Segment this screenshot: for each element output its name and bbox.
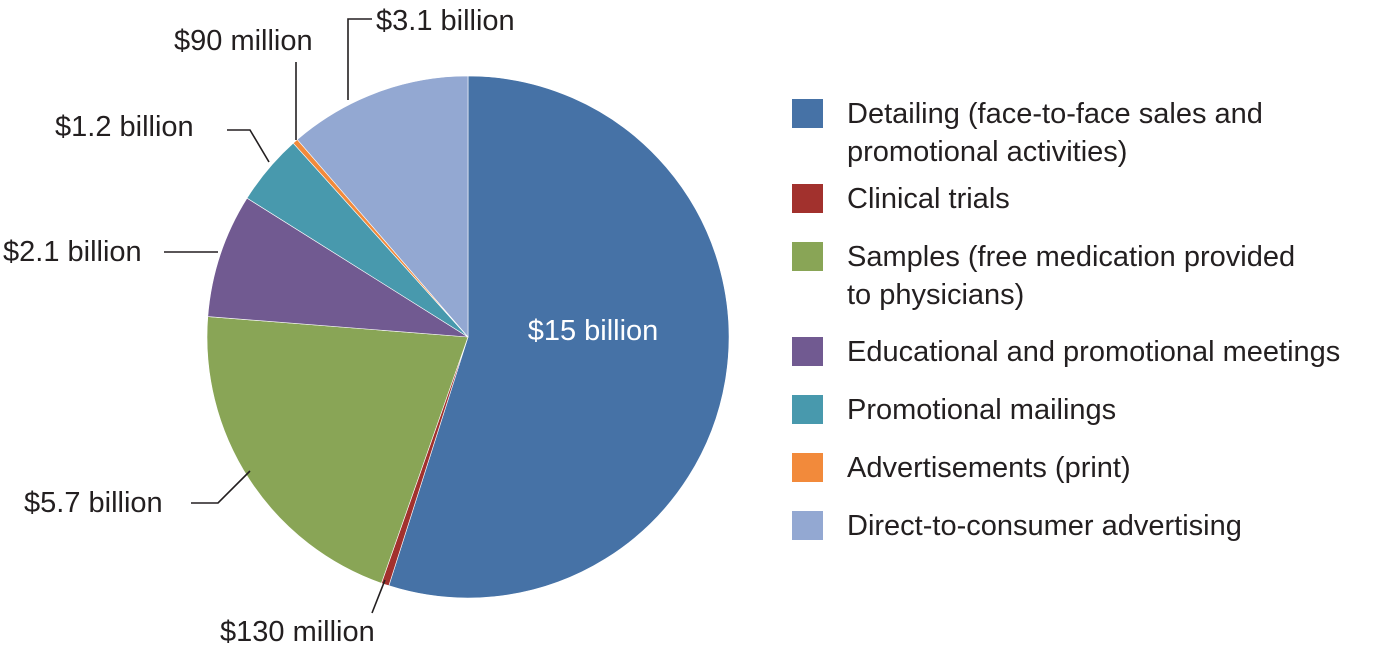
- pie-slice-2: [206, 316, 469, 584]
- leader-line-clinical-trials: [371, 579, 386, 614]
- legend-item-promotional-mailings: Promotional mailings: [792, 391, 1116, 429]
- legend-swatch: [792, 184, 823, 213]
- legend-label: Direct-to-consumer advertising: [847, 510, 1242, 542]
- legend-item-advertisements: Advertisements (print): [792, 449, 1131, 487]
- legend-label: Educational and promotional meetings: [847, 336, 1341, 368]
- pie-slice-3: [207, 197, 469, 338]
- legend-item-educational-meetings: Educational and promotional meetings: [792, 333, 1340, 371]
- callout-advertisements: $90 million: [174, 25, 313, 57]
- pie-slices: [206, 75, 730, 599]
- legend-swatch: [792, 453, 823, 482]
- callout-promotional-mailings: $1.2 billion: [55, 111, 194, 143]
- callout-direct-to-consumer: $3.1 billion: [376, 5, 515, 37]
- pie-slice-6: [296, 75, 469, 338]
- legend-label: Detailing (face-to-face sales and promot…: [847, 98, 1263, 168]
- legend-label: Samples (free medication provided to phy…: [847, 241, 1296, 311]
- legend-swatch: [792, 395, 823, 424]
- legend-label: Promotional mailings: [847, 394, 1117, 426]
- pie-slice-0: [388, 75, 730, 599]
- legend-item-clinical-trials: Clinical trials: [792, 180, 1010, 218]
- legend-item-direct-to-consumer: Direct-to-consumer advertising: [792, 507, 1242, 545]
- legend-swatch: [792, 99, 823, 128]
- legend-label: Advertisements (print): [847, 452, 1131, 484]
- legend-item-detailing: Detailing (face-to-face sales and promot…: [792, 95, 1263, 171]
- slice-label-detailing: $15 billion: [528, 315, 659, 347]
- legend-item-samples: Samples (free medication provided to phy…: [792, 238, 1295, 314]
- leader-line-samples: [191, 470, 251, 504]
- callout-clinical-trials: $130 million: [220, 616, 375, 648]
- callout-samples: $5.7 billion: [24, 487, 163, 519]
- callout-educational-meetings: $2.1 billion: [3, 236, 142, 268]
- slice-callouts: $3.1 billion $90 million $1.2 billion $2…: [3, 5, 515, 648]
- legend-label: Clinical trials: [847, 183, 1010, 215]
- legend-swatch: [792, 337, 823, 366]
- legend-swatch: [792, 511, 823, 540]
- leader-line-direct-to-consumer: [347, 18, 372, 100]
- leader-line-promotional-mailings: [227, 129, 270, 163]
- legend-swatch: [792, 242, 823, 271]
